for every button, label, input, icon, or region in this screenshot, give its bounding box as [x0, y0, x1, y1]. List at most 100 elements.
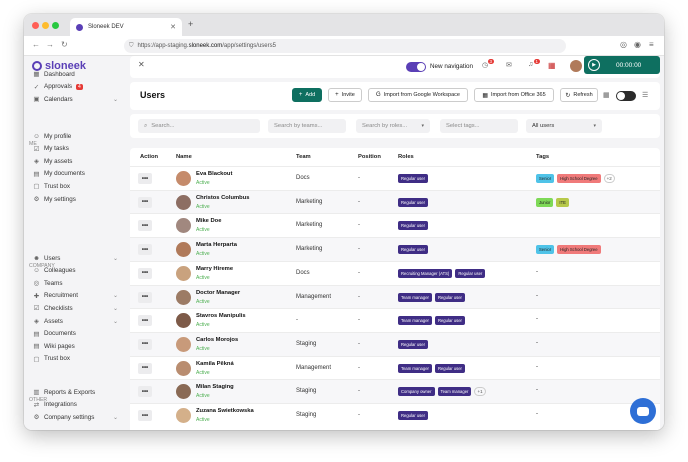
grid-view-icon[interactable]: ▦ — [603, 92, 610, 99]
table-row[interactable]: ••• Marta Herparta Active Marketing - Regular… — [130, 237, 660, 261]
teams-filter[interactable]: Search by teams... — [268, 119, 346, 133]
minimize-window-dot[interactable] — [42, 22, 49, 29]
user-name[interactable]: Kamila Pěkná — [196, 360, 234, 367]
url-input[interactable]: ⛉ https://app-staging. sloneek.com/app/se… — [124, 39, 566, 53]
bell-icon[interactable]: ♫ — [528, 61, 534, 68]
sidebar-item-my-tasks[interactable]: ☑ My tasks — [32, 143, 118, 155]
table-row[interactable]: ••• Kamila Pěkná Active Management - Team man… — [130, 355, 660, 380]
user-avatar[interactable] — [570, 60, 582, 72]
box-icon: ▢ — [33, 183, 40, 191]
sidebar-item-dashboard[interactable]: ▦ Dashboard — [32, 68, 118, 80]
more-roles-badge[interactable]: +1 — [474, 387, 486, 397]
close-window-dot[interactable] — [32, 22, 39, 29]
forward-icon[interactable]: → — [46, 40, 54, 49]
play-icon[interactable]: ▶ — [588, 59, 600, 71]
menu-icon[interactable]: ≡ — [649, 40, 654, 49]
time-tracker[interactable]: ▶ 00:00:00 — [584, 56, 660, 74]
table-row[interactable]: ••• Christos Columbus Active Marketing - Regu… — [130, 189, 660, 214]
user-name[interactable]: Marta Herparta — [196, 242, 237, 249]
sidebar-item-reports-exports[interactable]: ▥ Reports & Exports — [32, 386, 118, 398]
import-office-button[interactable]: ▦ Import from Office 365 — [474, 88, 554, 102]
browser-tab[interactable]: Sloneek DEV ✕ — [70, 18, 182, 36]
new-tab-icon[interactable]: + — [188, 19, 194, 29]
row-actions-button[interactable]: ••• — [138, 338, 152, 350]
tags-filter[interactable]: Select tags... — [440, 119, 518, 133]
refresh-button[interactable]: ↻ Refresh — [560, 88, 598, 102]
back-icon[interactable]: ← — [32, 40, 40, 49]
clock-icon[interactable]: ◷ — [482, 62, 489, 69]
sidebar-item-label: Trust box — [44, 355, 71, 363]
row-actions-button[interactable]: ••• — [138, 315, 152, 327]
table-row[interactable]: ••• Mike Doe Active Marketing - Regular user — [130, 213, 660, 237]
sidebar-item-my-settings[interactable]: ⚙ My settings — [32, 193, 118, 205]
table-row[interactable]: ••• Carlos Morojos Active Staging - Regular u… — [130, 331, 660, 356]
row-actions-button[interactable]: ••• — [138, 220, 152, 232]
sidebar-item-documents[interactable]: ▤ Documents — [32, 328, 118, 340]
row-actions-button[interactable]: ••• — [138, 362, 152, 374]
reload-icon[interactable]: ↻ — [61, 40, 68, 49]
roles-cell: Team manager Regular user — [398, 316, 468, 326]
support-chat-button[interactable] — [630, 398, 656, 424]
table-row[interactable]: ••• Milan Staging Active Staging - Company ow… — [130, 379, 660, 403]
flag-icon[interactable]: ▦ — [548, 61, 556, 70]
table-row[interactable]: ••• Doctor Manager Active Management - Team m… — [130, 284, 660, 309]
import-google-button[interactable]: G Import from Google Workspace — [368, 88, 468, 102]
refresh-icon: ↻ — [565, 92, 571, 99]
user-name[interactable]: Carlos Morojos — [196, 336, 239, 343]
add-user-button[interactable]: + Add — [292, 88, 322, 102]
row-actions-button[interactable]: ••• — [138, 244, 152, 256]
close-tab-icon[interactable]: ✕ — [170, 24, 176, 31]
view-toggle[interactable] — [616, 91, 636, 101]
user-name[interactable]: Doctor Manager — [196, 289, 241, 296]
row-actions-button[interactable]: ••• — [138, 386, 152, 398]
sidebar-item-checklists[interactable]: ☑ Checklists ⌄ — [32, 302, 118, 314]
more-tags-badge[interactable]: +2 — [603, 174, 615, 183]
extension-icon[interactable]: ◉ — [634, 40, 641, 49]
row-actions-button[interactable]: ••• — [138, 410, 152, 421]
user-name[interactable]: Eva Blackout — [196, 171, 233, 177]
sidebar-item-calendars[interactable]: ▣ Calendars ⌄ — [32, 93, 118, 105]
row-actions-button[interactable]: ••• — [138, 173, 152, 184]
user-name[interactable]: Marry Hireme — [196, 265, 234, 272]
close-icon[interactable]: ✕ — [138, 60, 145, 69]
table-row[interactable]: ••• Marry Hireme Active Docs - Recruiting Man… — [130, 260, 660, 285]
sidebar-item-trust-box[interactable]: ▢ Trust box — [32, 180, 118, 192]
user-name[interactable]: Christos Columbus — [196, 194, 250, 201]
row-actions-button[interactable]: ••• — [138, 267, 152, 279]
sidebar-item-wiki-pages[interactable]: ▤ Wiki pages — [32, 340, 118, 352]
user-name[interactable]: Zuzana Swietkowska — [196, 408, 254, 414]
sidebar-item-label: Recruitment — [44, 292, 78, 300]
sidebar-item-my-documents[interactable]: ▤ My documents — [32, 168, 118, 180]
sidebar-item-integrations[interactable]: ⇄ Integrations — [32, 399, 118, 411]
user-name[interactable]: Stavros Manipulis — [196, 313, 246, 320]
sidebar-item-my-profile[interactable]: ☺ My profile — [32, 130, 118, 142]
user-name[interactable]: Milan Staging — [196, 384, 234, 391]
sidebar-item-recruitment[interactable]: ✚ Recruitment ⌄ — [32, 290, 118, 302]
sidebar-item-assets[interactable]: ◈ Assets ⌄ — [32, 315, 118, 327]
sidebar-item-trust-box[interactable]: ▢ Trust box — [32, 353, 118, 365]
table-row[interactable]: ••• Eva Blackout Active Docs - Regular user Se… — [130, 166, 660, 190]
chat-icon[interactable]: ✉ — [506, 62, 512, 69]
shield-icon[interactable]: ◎ — [620, 40, 627, 49]
new-navigation-toggle[interactable] — [406, 62, 426, 72]
sidebar-item-company-settings[interactable]: ⚙ Company settings ⌄ — [32, 411, 118, 423]
sidebar-item-colleagues[interactable]: ☺ Colleagues — [32, 265, 118, 277]
users-select[interactable]: All users ▾ — [526, 119, 602, 133]
table-row[interactable]: ••• Stavros Manipulis Active - - Team manager… — [130, 308, 660, 332]
search-input[interactable]: ⌕ Search... — [138, 119, 260, 133]
sidebar-item-users[interactable]: ☻ Users ⌄ — [32, 252, 118, 264]
row-actions-button[interactable]: ••• — [138, 291, 152, 303]
user-name[interactable]: Mike Doe — [196, 218, 222, 225]
sidebar-item-my-assets[interactable]: ◈ My assets — [32, 155, 118, 167]
tag-badge: High School Degree — [557, 174, 601, 183]
maximize-window-dot[interactable] — [52, 22, 59, 29]
sidebar-item-teams[interactable]: ◎ Teams — [32, 277, 118, 289]
table-row[interactable]: ••• Zuzana Swietkowska Active Staging - Regul… — [130, 403, 660, 427]
sidebar-item-approvals[interactable]: ✓ Approvals 4 — [32, 81, 118, 93]
roles-filter[interactable]: Search by roles... ▾ — [356, 119, 430, 133]
invite-button[interactable]: + Invite — [328, 88, 362, 102]
sloneek-logo[interactable]: sloneek — [32, 60, 86, 72]
avatar — [176, 194, 191, 210]
row-actions-button[interactable]: ••• — [138, 196, 152, 208]
list-view-icon[interactable]: ☰ — [642, 92, 649, 99]
